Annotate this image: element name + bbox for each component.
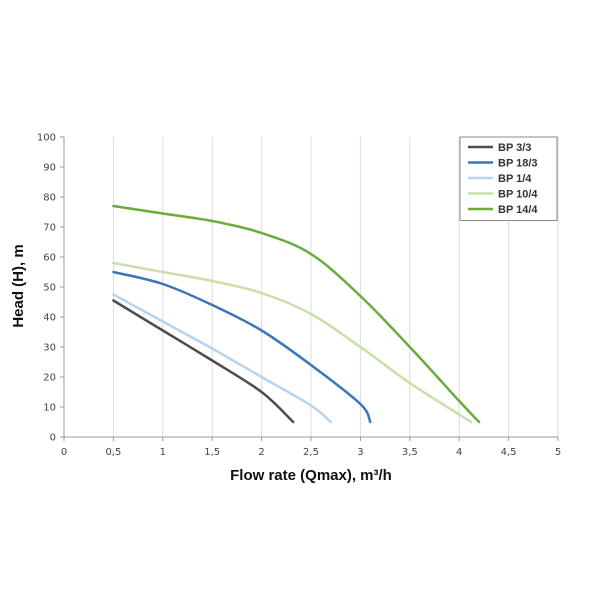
y-tick-label: 90	[43, 163, 56, 174]
y-tick-label: 30	[43, 343, 56, 354]
x-tick-label: 1	[160, 447, 166, 458]
axes	[60, 136, 559, 441]
series-line-bp-18-3	[112, 270, 372, 424]
x-tick-label: 3,5	[402, 447, 418, 458]
y-tick-label: 0	[50, 433, 56, 444]
legend-label-bp-10-4: BP 10/4	[498, 189, 538, 201]
legend-label-bp-14-4: BP 14/4	[498, 204, 538, 216]
x-tick-label: 0,5	[105, 447, 121, 458]
x-tick-label: 0	[61, 447, 67, 458]
y-tick-label: 20	[43, 373, 56, 384]
y-axis-title: Head (H), m	[10, 244, 27, 327]
x-tick-label: 4	[456, 447, 462, 458]
series-line-bp-3-3	[112, 299, 295, 424]
legend-label-bp-18-3: BP 18/3	[498, 158, 538, 170]
grid	[112, 137, 559, 437]
y-tick-label: 10	[43, 403, 56, 414]
x-tick-label: 1,5	[204, 447, 220, 458]
x-tick-label: 4,5	[501, 447, 517, 458]
y-tick-label: 100	[37, 133, 56, 144]
series-line-bp-14-4	[112, 204, 481, 424]
series-line-bp-1-4	[112, 293, 333, 424]
y-tick-label: 60	[43, 253, 56, 264]
y-tick-label: 50	[43, 283, 56, 294]
x-tick-label: 2	[258, 447, 264, 458]
y-tick-label: 70	[43, 223, 56, 234]
x-tick-label: 3	[357, 447, 363, 458]
y-tick-label: 40	[43, 313, 56, 324]
legend: BP 3/3 BP 18/3 BP 1/4 BP 10/4 BP 14/4	[459, 136, 558, 221]
series-line-bp-10-4	[112, 261, 473, 424]
y-tick-label: 80	[43, 193, 56, 204]
series-lines	[112, 204, 481, 424]
x-tick-label: 5	[555, 447, 561, 458]
x-axis-title: Flow rate (Qmax), m³/h	[230, 467, 392, 484]
legend-label-bp-1-4: BP 1/4	[498, 173, 532, 185]
x-tick-label: 2,5	[303, 447, 319, 458]
tick-labels: 0 0,5 1 1,5 2 2,5 3 3,5 4 4,5 50102030405060708090…	[37, 133, 561, 459]
legend-label-bp-3-3: BP 3/3	[498, 142, 531, 154]
